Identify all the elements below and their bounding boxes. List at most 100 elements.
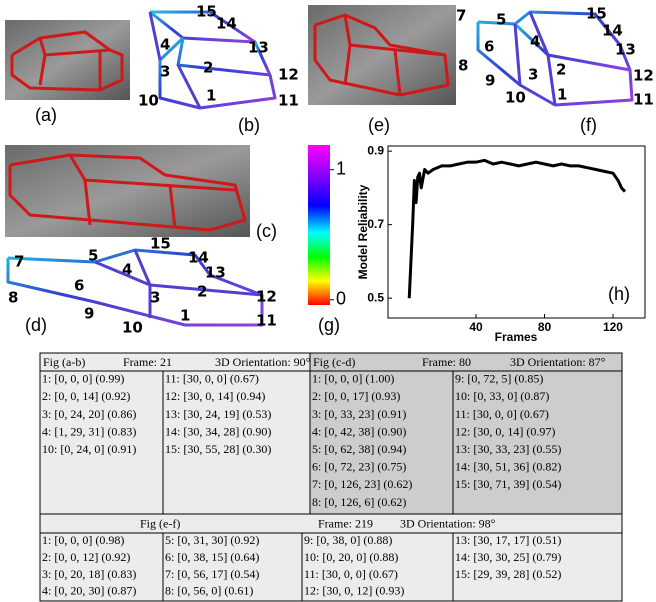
vertex-label: 4 <box>530 33 540 51</box>
table-cell: 9: [0, 72, 5] (0.85) <box>455 372 543 386</box>
table-cell: 13: [30, 33, 23] (0.55) <box>455 442 561 456</box>
vertex-label: 6 <box>74 277 84 295</box>
wireframe-d <box>8 250 262 325</box>
table-cell: 4: [1, 29, 31] (0.83) <box>42 424 136 438</box>
table-cell: 10: [0, 20, 0] (0.88) <box>304 550 398 564</box>
table-cell: 11: [30, 0, 0] (0.67) <box>165 372 259 386</box>
panel-label: (d) <box>25 315 47 335</box>
vertex-label: 12 <box>633 67 654 85</box>
table-cell: 1: [0, 0, 0] (0.98) <box>42 533 124 547</box>
y-axis-label: Model Reliability <box>356 184 370 279</box>
table-cell: 12: [30, 0, 12] (0.93) <box>304 584 404 598</box>
table-header: 3D Orientation: 98° <box>400 516 496 530</box>
vertex-label: 15 <box>150 235 171 253</box>
panel-label: (f) <box>580 115 597 135</box>
table-cell: 11: [30, 0, 0] (0.67) <box>455 407 549 421</box>
vertex-label: 3 <box>160 63 170 81</box>
table-cell: 6: [0, 38, 15] (0.64) <box>165 550 259 564</box>
vertex-label: 10 <box>122 319 143 337</box>
table-cell: 1: [0, 0, 0] (0.99) <box>42 372 124 386</box>
table-cell: 4: [0, 42, 38] (0.90) <box>312 424 406 438</box>
vertex-label: 2 <box>556 61 566 79</box>
vertex-label: 9 <box>485 72 495 90</box>
table-cell: 5: [0, 31, 30] (0.92) <box>165 533 259 547</box>
table-header: 3D Orientation: 90° <box>215 355 311 369</box>
vertex-label: 11 <box>256 312 277 330</box>
vertex-label: 14 <box>216 15 237 33</box>
vertex-label: 2 <box>203 59 213 77</box>
table-cell: 6: [0, 72, 23] (0.75) <box>312 460 406 474</box>
table-cell: 13: [30, 24, 19] (0.53) <box>165 407 271 421</box>
vertex-label: 4 <box>122 261 132 279</box>
table-cell: 10: [0, 24, 0] (0.91) <box>42 442 136 456</box>
vertex-label: 10 <box>138 92 159 110</box>
table-cell: 12: [30, 0, 14] (0.94) <box>165 389 265 403</box>
vertex-label: 3 <box>150 289 160 307</box>
panel-label: (g) <box>318 315 340 335</box>
photo-e <box>308 5 456 105</box>
table-cell: 13: [30, 17, 17] (0.51) <box>455 533 561 547</box>
photo-c <box>5 145 250 237</box>
vertex-label: 9 <box>84 305 94 323</box>
vertex-label: 4 <box>160 36 170 54</box>
vertex-label: 1 <box>557 86 567 104</box>
vertex-label: 12 <box>256 288 277 306</box>
y-tick-label: 0.9 <box>367 143 384 157</box>
vertex-label: 10 <box>505 89 526 107</box>
panel-label: (a) <box>35 105 57 125</box>
table-cell: 2: [0, 0, 12] (0.92) <box>42 550 130 564</box>
table-cell: 15: [30, 71, 39] (0.54) <box>455 477 561 491</box>
colorbar-tick-label: 1 <box>336 158 346 178</box>
table-cell: 14: [30, 34, 28] (0.90) <box>165 424 271 438</box>
table-cell: 14: [30, 51, 36] (0.82) <box>455 460 561 474</box>
table-cell: 3: [0, 24, 20] (0.86) <box>42 407 136 421</box>
panel-label: (h) <box>608 284 630 304</box>
vertex-label: 13 <box>248 39 269 57</box>
table-header: Fig (e-f) <box>140 516 180 530</box>
vertex-label: 15 <box>196 3 217 21</box>
table-cell: 2: [0, 0, 17] (0.93) <box>312 389 400 403</box>
vertex-label: 13 <box>615 41 636 59</box>
panel-label: (b) <box>238 115 260 135</box>
table-cell: 9: [0, 38, 0] (0.88) <box>304 533 392 547</box>
vertex-label: 8 <box>458 57 468 75</box>
y-tick-label: 0.7 <box>367 217 384 231</box>
table-header: Frame: 219 <box>318 516 373 530</box>
table-cell: 11: [30, 0, 0] (0.67) <box>304 567 398 581</box>
table-header: Frame: 80 <box>422 355 471 369</box>
vertex-label: 15 <box>586 5 607 23</box>
table-cell: 12: [30, 0, 14] (0.97) <box>455 424 555 438</box>
table-cell: 4: [0, 20, 30] (0.87) <box>42 584 136 598</box>
vertex-label: 11 <box>278 92 299 110</box>
table-cell: 3: [0, 20, 18] (0.83) <box>42 567 136 581</box>
x-tick-label: 120 <box>603 320 623 334</box>
table-cell: 1: [0, 0, 0] (1.00) <box>312 372 394 386</box>
table-cell: 7: [0, 56, 17] (0.54) <box>165 567 259 581</box>
vertex-label: 14 <box>602 22 623 40</box>
vertex-label: 3 <box>528 66 538 84</box>
table-cell: 7: [0, 126, 23] (0.62) <box>312 477 412 491</box>
panel-label: (e) <box>368 115 390 135</box>
table-header: Fig (a-b) <box>43 355 85 369</box>
vertex-label: 6 <box>484 38 494 56</box>
vertex-label: 2 <box>197 283 207 301</box>
vertex-label: 11 <box>633 91 654 109</box>
table-cell: 5: [0, 62, 38] (0.94) <box>312 442 406 456</box>
table-cell: 14: [30, 30, 25] (0.79) <box>455 550 561 564</box>
panel-label: (c) <box>256 221 277 241</box>
table-header: 3D Orientation: 87° <box>510 355 606 369</box>
x-axis-label: Frames <box>495 330 538 344</box>
table-cell: 8: [0, 56, 0] (0.61) <box>165 584 253 598</box>
table-cell: 15: [30, 55, 28] (0.30) <box>165 442 271 456</box>
colorbar <box>308 145 330 305</box>
figure: (a) (b) (c) (d) (e) (f) (g) (h) Frames M… <box>0 0 656 602</box>
table-header: Fig (c-d) <box>313 355 355 369</box>
table-cell: 3: [0, 33, 23] (0.91) <box>312 407 406 421</box>
table-cell: 15: [29, 39, 28] (0.52) <box>455 567 561 581</box>
vertex-label: 7 <box>456 7 466 25</box>
data-line <box>409 160 625 298</box>
x-tick-label: 40 <box>469 320 483 334</box>
vertex-label: 1 <box>180 307 190 325</box>
vertex-label: 8 <box>8 289 18 307</box>
table-header: Frame: 21 <box>123 355 172 369</box>
